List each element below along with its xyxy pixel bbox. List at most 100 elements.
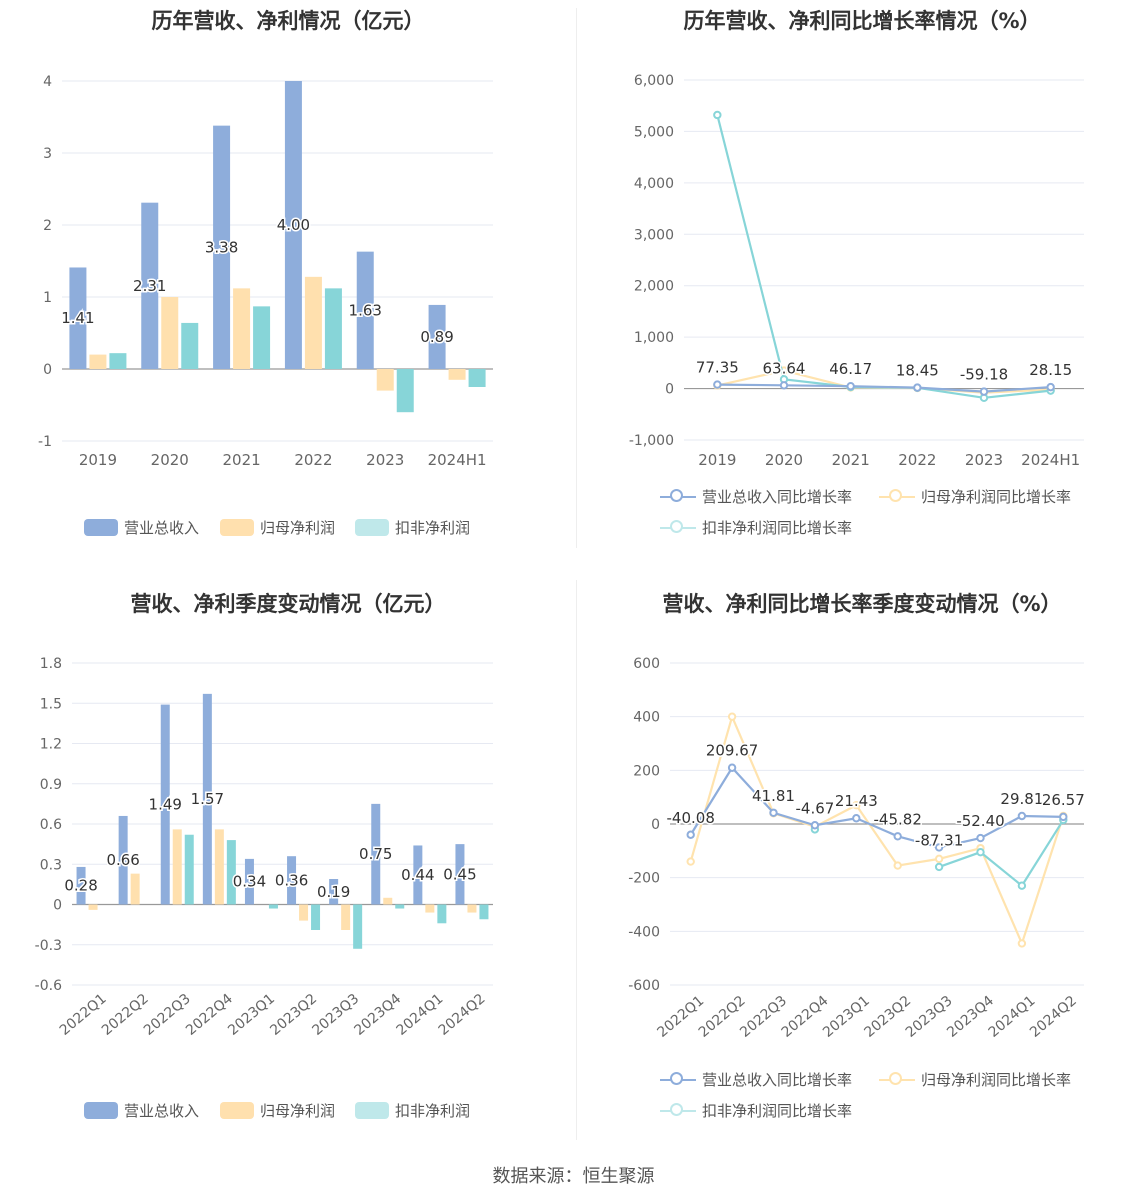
data-label: 1.57: [191, 790, 224, 808]
line-revenue-growth: [717, 383, 1051, 393]
legend-item-parent-growth[interactable]: 归母净利润同比增长率: [879, 1069, 1071, 1090]
bar-parent-profit: [89, 354, 107, 369]
legend-item-parent-profit[interactable]: 归母净利润: [220, 517, 335, 538]
data-label: -4.67: [795, 799, 834, 817]
x-tick-label: 2020: [765, 451, 803, 469]
legend-label: 扣非净利润同比增长率: [702, 519, 853, 537]
point-parent-growth: [893, 861, 902, 870]
legend-item-revenue-growth[interactable]: 营业总收入同比增长率: [660, 486, 852, 507]
chart-title: 历年营收、净利情况（亿元）: [151, 9, 425, 33]
bar-revenue: [413, 845, 423, 905]
legend-swatch-revenue-growth: [660, 1071, 696, 1089]
y-tick-label: 2: [43, 218, 52, 234]
bar-revenue: [428, 304, 446, 369]
bar-revenue: [160, 704, 170, 905]
legend-item-revenue[interactable]: 营业总收入: [84, 517, 199, 538]
legend-item-deducted-profit[interactable]: 扣非净利润: [355, 517, 470, 538]
quarterly-growth-panel: 营收、净利同比增长率季度变动情况（%） -600 -400 -200 0 200 400 6…: [577, 580, 1147, 1150]
x-tick-label: 2019: [79, 451, 117, 469]
bar-parent-profit: [448, 369, 466, 380]
legend-label: 扣非净利润同比增长率: [702, 1102, 853, 1120]
quarterly-revenue-profit-panel: 营收、净利季度变动情况（亿元） -0.6 -0.3 0 0.3 0.6 0.9 1.2 1.5…: [0, 580, 576, 1150]
data-label: -87.31: [915, 831, 963, 849]
data-label: 41.81: [752, 787, 795, 805]
point-revenue-growth: [913, 383, 922, 392]
y-tick-label: 0: [43, 362, 52, 378]
line-parent-growth: [689, 713, 1065, 947]
bar-deducted-profit: [268, 904, 278, 909]
bar-parent-profit: [304, 276, 322, 369]
legend-swatch-deducted-profit: [355, 1102, 389, 1119]
bar-deducted-profit: [468, 369, 486, 387]
x-tick-label: 2023Q3: [309, 991, 362, 1039]
bar-parent-profit: [233, 288, 251, 369]
bar-deducted-profit: [184, 834, 194, 905]
y-tick-label: 2,000: [634, 279, 674, 295]
y-tick-label: -600: [628, 978, 660, 994]
x-tick-label: 2019: [698, 451, 736, 469]
y-tick-label: 0: [53, 898, 62, 914]
legend-item-parent-growth[interactable]: 归母净利润同比增长率: [879, 486, 1071, 507]
x-tick-label: 2024Q2: [436, 991, 489, 1039]
data-label: 46.17: [829, 360, 872, 378]
legend-item-deducted-growth[interactable]: 扣非净利润同比增长率: [660, 517, 852, 538]
x-tick-label: 2024Q1: [394, 991, 447, 1039]
line-deducted-growth: [938, 819, 1065, 888]
data-label: 2.31: [133, 277, 166, 295]
bar-revenue: [356, 251, 374, 369]
bar-deducted-profit: [437, 904, 447, 924]
x-tick-label: 2021: [832, 451, 870, 469]
bar-deducted-profit: [253, 306, 271, 369]
bar-revenue: [118, 815, 128, 905]
legend-item-revenue[interactable]: 营业总收入: [84, 1100, 199, 1121]
point-parent-growth: [852, 801, 861, 810]
chart-legend: 营业总收入同比增长率 归母净利润同比增长率 扣非净利润同比增长率: [577, 1069, 1147, 1129]
y-tick-label: -1: [38, 434, 52, 450]
y-tick-label: -1,000: [629, 433, 674, 449]
point-revenue-growth: [976, 833, 985, 843]
data-label: 29.81: [1000, 790, 1043, 808]
legend-item-parent-profit[interactable]: 归母净利润: [220, 1100, 335, 1121]
x-tick-label: 2022: [294, 451, 332, 469]
legend-label: 归母净利润: [260, 1102, 336, 1120]
x-tick-label: 2023: [965, 451, 1003, 469]
annual-growth-panel: 历年营收、净利同比增长率情况（%） -1,000 0 1,000 2,000 3,000…: [577, 0, 1147, 560]
y-tick-label: 4,000: [634, 176, 674, 192]
y-tick-label: -0.6: [35, 978, 62, 994]
point-revenue-growth: [1046, 382, 1055, 392]
panel-divider-bottom: [576, 580, 577, 1140]
annual-bar-chart: -1 0 1 2 3 4 2019 2020 2021 2022 2023 2024H1 1.41 2.3…: [38, 74, 493, 469]
bar-parent-profit: [425, 904, 435, 913]
y-tick-label: 0.3: [40, 857, 62, 873]
bar-revenue: [69, 267, 87, 369]
legend-item-deducted-profit[interactable]: 扣非净利润: [355, 1100, 470, 1121]
x-tick-label: 2023: [366, 451, 404, 469]
bar-revenue: [284, 81, 302, 369]
bar-parent-profit: [383, 897, 393, 905]
data-label: 1.41: [61, 309, 94, 327]
legend-item-revenue-growth[interactable]: 营业总收入同比增长率: [660, 1069, 852, 1090]
bar-deducted-profit: [395, 904, 405, 909]
legend-swatch-revenue: [84, 519, 118, 536]
point-revenue-growth: [713, 380, 722, 389]
legend-item-deducted-growth[interactable]: 扣非净利润同比增长率: [660, 1100, 852, 1121]
bar-deducted-profit: [479, 904, 489, 920]
legend-swatch-revenue: [84, 1102, 118, 1119]
bar-deducted-profit: [109, 353, 127, 369]
data-label: 1.63: [349, 301, 382, 319]
point-revenue-growth: [1059, 812, 1068, 822]
x-tick-label: 2022Q2: [99, 991, 152, 1039]
x-tick-label: 2020: [151, 451, 189, 469]
y-tick-label: 400: [633, 710, 660, 726]
bar-parent-profit: [130, 873, 140, 905]
quarterly-growth-line-chart: -600-400-20002004006002022Q12022Q22022Q3…: [628, 656, 1086, 1041]
legend-label: 归母净利润同比增长率: [921, 1071, 1072, 1089]
point-revenue-growth: [810, 821, 820, 830]
data-source-footer: 数据来源：恒生聚源: [492, 1166, 655, 1187]
data-label: 0.66: [106, 851, 139, 869]
data-label: 0.19: [317, 883, 350, 901]
y-tick-label: 0: [651, 817, 660, 833]
x-tick-label: 2022: [898, 451, 936, 469]
legend-label: 归母净利润同比增长率: [921, 488, 1072, 506]
data-label: -45.82: [874, 810, 922, 828]
